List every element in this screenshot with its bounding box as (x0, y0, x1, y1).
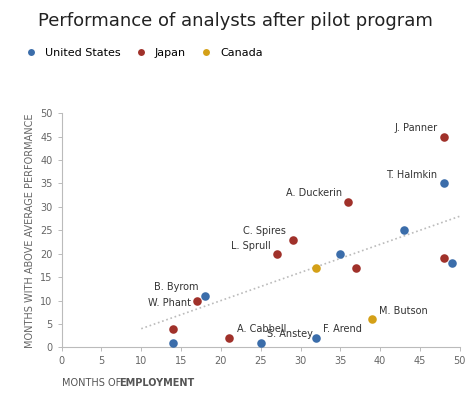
Point (440, 133, 447, 140)
Point (337, 250, 344, 257)
Point (440, 255, 447, 262)
Point (225, 335, 233, 341)
Text: W. Phant: W. Phant (147, 298, 191, 307)
Point (289, 236, 296, 243)
Text: Performance of analysts after pilot program: Performance of analysts after pilot prog… (38, 12, 433, 30)
Text: M. Butson: M. Butson (379, 305, 427, 316)
Text: EMPLOYMENT: EMPLOYMENT (119, 378, 195, 388)
Text: T. Halmkin: T. Halmkin (386, 170, 438, 180)
Point (400, 227, 408, 234)
Point (193, 297, 201, 304)
Point (273, 250, 281, 257)
Text: F. Arend: F. Arend (323, 324, 362, 335)
Point (353, 265, 360, 271)
Text: C. Spires: C. Spires (243, 226, 286, 236)
Point (313, 335, 320, 341)
Text: MONTHS OF: MONTHS OF (62, 378, 124, 388)
Point (169, 326, 177, 332)
Point (201, 292, 209, 299)
Text: B. Byrom: B. Byrom (154, 282, 199, 292)
Y-axis label: MONTHS WITH ABOVE AVERAGE PERFORMANCE: MONTHS WITH ABOVE AVERAGE PERFORMANCE (25, 113, 35, 347)
Point (169, 339, 177, 346)
Point (257, 339, 264, 346)
Text: A. Duckerin: A. Duckerin (286, 188, 342, 198)
Point (448, 260, 456, 266)
Legend: United States, Japan, Canada: United States, Japan, Canada (19, 48, 263, 59)
Point (345, 199, 352, 205)
Text: L. Sprull: L. Sprull (230, 241, 270, 251)
Text: J. Panner: J. Panner (394, 123, 438, 133)
Text: A. Cabbell: A. Cabbell (237, 324, 286, 335)
Point (368, 316, 376, 322)
Point (440, 180, 447, 187)
Text: S. Anstey: S. Anstey (267, 329, 313, 339)
Point (313, 265, 320, 271)
